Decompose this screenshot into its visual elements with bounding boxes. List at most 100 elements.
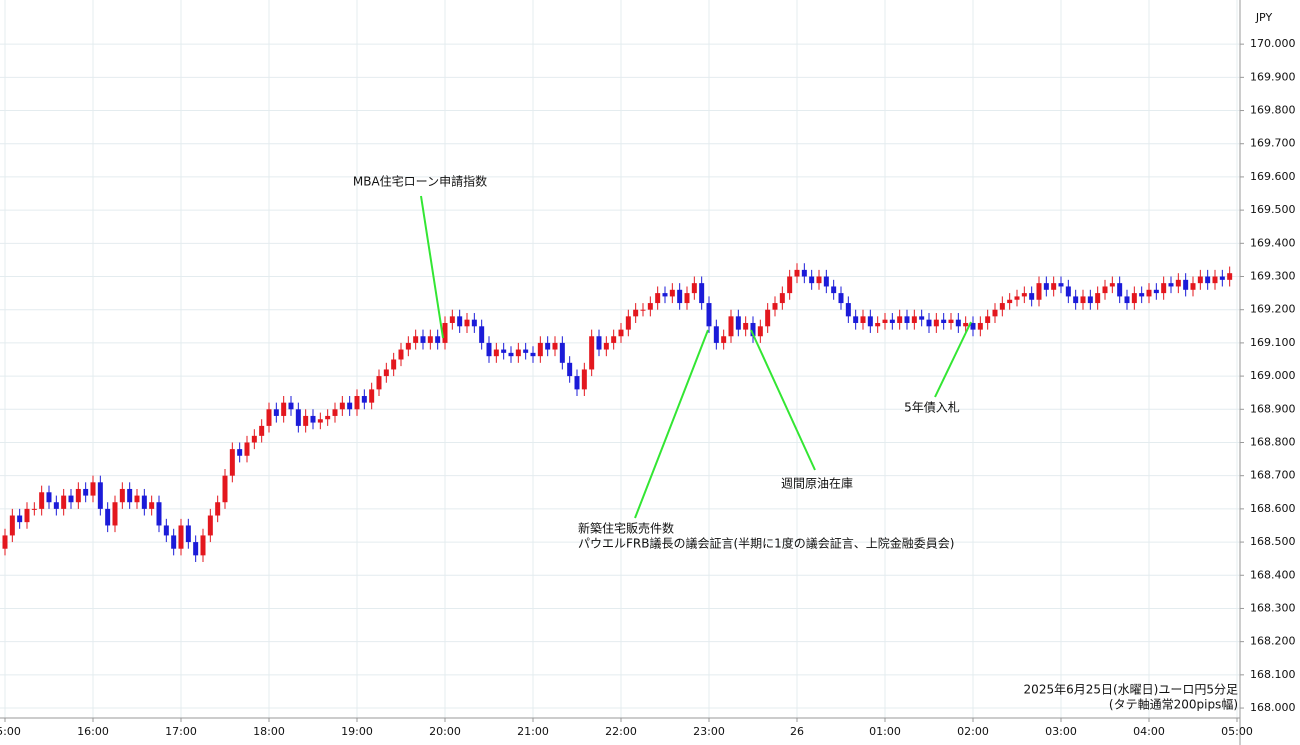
candle-body <box>501 349 507 353</box>
candle-body <box>1043 283 1049 290</box>
candle-body <box>420 336 426 343</box>
candle-body <box>970 322 976 330</box>
candle-body <box>867 316 873 327</box>
candle-body <box>185 525 191 543</box>
candle-body <box>882 319 888 323</box>
candle-body <box>713 326 719 343</box>
candle-body <box>574 376 580 390</box>
candle-body <box>677 289 683 304</box>
candle-body <box>156 502 162 526</box>
candle-body <box>149 502 155 509</box>
x-tick-label: 15:00 <box>0 725 21 738</box>
candle-body <box>889 319 895 323</box>
candle-body <box>339 402 345 410</box>
candle-body <box>376 376 382 390</box>
x-tick-label: 04:00 <box>1133 725 1165 738</box>
candle-body <box>596 336 602 350</box>
candle-body <box>963 322 969 327</box>
candle-body <box>303 415 309 426</box>
candle-body <box>237 449 243 456</box>
candle-body <box>618 329 624 337</box>
candle-body <box>662 293 668 297</box>
candle-body <box>295 409 301 426</box>
candle-body <box>229 449 235 476</box>
x-tick-label: 16:00 <box>77 725 109 738</box>
candle-body <box>919 316 925 320</box>
x-tick-label: 02:00 <box>957 725 989 738</box>
x-tick-label: 21:00 <box>517 725 549 738</box>
candle-body <box>581 369 587 390</box>
y-tick-label: 170.000 <box>1250 37 1296 50</box>
annotation: 新築住宅販売件数 <box>578 521 674 536</box>
candle-body <box>955 319 961 327</box>
candle-body <box>9 515 15 536</box>
candle-body <box>215 502 221 516</box>
candle-body <box>875 322 881 327</box>
candle-body <box>926 319 932 327</box>
candle-body <box>325 415 331 420</box>
candle-body <box>633 309 639 317</box>
candle-body <box>471 319 477 327</box>
candle-body <box>816 276 822 284</box>
y-tick-label: 169.200 <box>1250 303 1296 316</box>
candle-body <box>655 293 661 304</box>
candle-body <box>442 322 448 343</box>
candles <box>2 263 1233 562</box>
y-tick-label: 168.900 <box>1250 402 1296 415</box>
candle-body <box>977 322 983 330</box>
candle-body <box>97 482 103 509</box>
candle-body <box>948 319 954 323</box>
candle-body <box>24 508 30 523</box>
candle-body <box>772 303 778 310</box>
candle-body <box>1029 293 1035 300</box>
y-tick-label: 168.000 <box>1250 701 1296 714</box>
candle-body <box>398 349 404 360</box>
candle-body <box>801 269 807 277</box>
y-tick-label: 169.600 <box>1250 170 1296 183</box>
candle-body <box>640 309 646 311</box>
candle-body <box>647 303 653 310</box>
candle-body <box>589 336 595 370</box>
y-tick-label: 169.400 <box>1250 236 1296 249</box>
candle-body <box>119 488 125 503</box>
candle-body <box>39 492 45 509</box>
connector <box>934 321 972 398</box>
y-tick-label: 169.500 <box>1250 203 1296 216</box>
candle-body <box>787 276 793 294</box>
candle-body <box>933 319 939 327</box>
axis-title: JPY <box>1255 11 1273 24</box>
x-tick-label: 05:00 <box>1221 725 1253 738</box>
y-tick-label: 169.800 <box>1250 104 1296 117</box>
candle-body <box>1036 283 1042 300</box>
candle-body <box>794 269 800 277</box>
candle-body <box>435 336 441 343</box>
note: (タテ軸通常200pips幅) <box>1109 697 1238 712</box>
candle-body <box>999 303 1005 310</box>
candle-body <box>699 283 705 304</box>
candle-body <box>941 319 947 323</box>
annotation: MBA住宅ローン申請指数 <box>353 174 487 189</box>
candle-body <box>779 293 785 304</box>
candle-body <box>178 525 184 549</box>
candle-body <box>259 425 265 436</box>
candle-body <box>1051 283 1057 290</box>
x-tick-label: 17:00 <box>165 725 197 738</box>
candle-body <box>911 316 917 323</box>
x-tick-label: 03:00 <box>1045 725 1077 738</box>
candle-body <box>845 303 851 317</box>
candle-body <box>625 316 631 330</box>
candle-body <box>310 415 316 423</box>
y-tick-label: 169.300 <box>1250 270 1296 283</box>
candle-body <box>838 293 844 304</box>
candle-body <box>567 362 573 377</box>
candle-body <box>545 342 551 350</box>
candle-body <box>1109 283 1115 287</box>
candle-body <box>53 502 59 509</box>
candle-body <box>1102 286 1108 294</box>
candle-body <box>1021 293 1027 297</box>
candle-body <box>1014 296 1020 300</box>
candle-body <box>1153 289 1159 294</box>
connector <box>420 195 444 339</box>
candle-body <box>1080 296 1086 304</box>
